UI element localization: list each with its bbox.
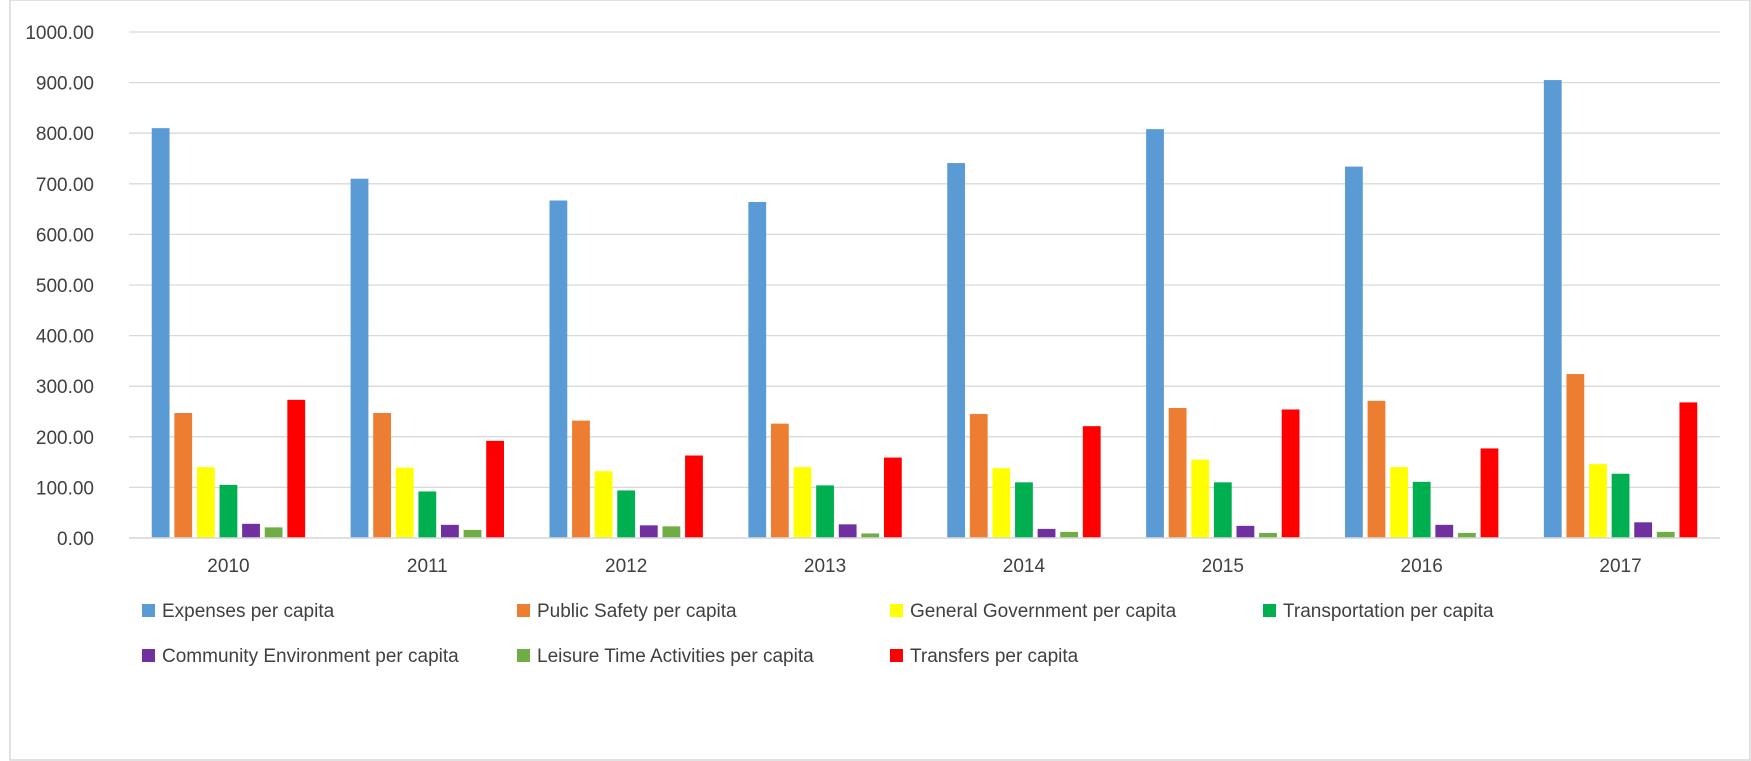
legend-swatch: [890, 649, 903, 662]
legend: Expenses per capita Public Safety per cap…: [142, 601, 1494, 667]
y-tick-label: 1000.00: [25, 23, 94, 44]
bar: [1412, 481, 1431, 538]
x-tick-label: 2012: [605, 556, 647, 577]
x-tick-label: 2010: [207, 556, 249, 577]
legend-swatch: [1263, 604, 1276, 617]
bar: [196, 467, 215, 538]
bar: [639, 525, 658, 538]
bar: [662, 526, 681, 538]
bar: [1543, 80, 1562, 538]
bar: [1390, 467, 1408, 538]
legend-label: Expenses per capita: [162, 601, 335, 622]
bar: [1213, 482, 1232, 538]
bar: [1037, 528, 1056, 538]
bar: [1191, 459, 1210, 538]
y-tick-label: 400.00: [36, 327, 94, 348]
legend-swatch: [142, 649, 155, 662]
bar: [838, 524, 857, 538]
bar: [1015, 482, 1033, 538]
bar: [572, 420, 590, 538]
y-tick-label: 100.00: [36, 478, 94, 499]
bar: [816, 485, 834, 538]
legend-label: Leisure Time Activities per capita: [537, 646, 814, 667]
bar: [1480, 448, 1499, 538]
y-tick-label: 500.00: [36, 276, 94, 297]
y-tick-label: 900.00: [36, 74, 94, 95]
bar: [219, 484, 238, 538]
bar: [1236, 525, 1255, 538]
bar: [594, 471, 613, 538]
legend-swatch: [517, 604, 530, 617]
bar: [463, 529, 482, 538]
y-axis: 0.00 100.00 200.00 300.00 400.00 500.00 600.00…: [25, 23, 94, 550]
x-tick-label: 2014: [1003, 556, 1046, 577]
bar: [748, 202, 767, 539]
legend-label: Community Environment per capita: [162, 646, 459, 667]
bar: [418, 491, 437, 538]
bar: [793, 467, 812, 538]
bar: [174, 413, 193, 538]
bar: [1566, 374, 1585, 538]
bar: [1146, 129, 1164, 539]
bar: [1634, 522, 1653, 538]
y-tick-label: 300.00: [36, 377, 94, 398]
bar: [373, 413, 392, 538]
y-tick-label: 700.00: [36, 175, 94, 196]
bar: [441, 524, 459, 538]
bars: [151, 80, 1698, 539]
bar: [969, 414, 988, 538]
bar: [1656, 531, 1675, 538]
bar: [947, 163, 966, 538]
bar: [486, 440, 505, 538]
legend-swatch: [890, 604, 903, 617]
x-tick-label: 2017: [1599, 556, 1641, 577]
bar: [1679, 402, 1698, 538]
bar: [287, 399, 306, 538]
bar: [1060, 531, 1079, 538]
bar: [1259, 532, 1277, 538]
legend-label: Transportation per capita: [1283, 601, 1494, 622]
bar: [1611, 473, 1630, 538]
legend-swatch: [517, 649, 530, 662]
bar: [1435, 524, 1454, 538]
x-tick-label: 2016: [1401, 556, 1443, 577]
bar: [861, 533, 880, 538]
bar: [1344, 166, 1363, 538]
bar: [395, 467, 414, 538]
bar: [770, 423, 789, 538]
bar: [992, 468, 1011, 538]
legend-label: General Government per capita: [910, 601, 1177, 622]
bar: [1457, 532, 1476, 538]
bar: [617, 490, 636, 538]
bar: [242, 523, 260, 538]
bar: [685, 455, 703, 538]
bar: [1082, 426, 1101, 538]
bar: [151, 128, 170, 538]
x-axis: 2010 2011 2012 2013 2014 2015 2016 2017: [129, 537, 1720, 577]
bar: [1281, 409, 1300, 538]
y-tick-label: 200.00: [36, 428, 94, 449]
bar: [1589, 464, 1607, 538]
bar: [350, 178, 369, 539]
x-tick-label: 2011: [407, 556, 448, 577]
y-tick-label: 800.00: [36, 124, 94, 145]
bar: [1168, 407, 1187, 538]
bar: [1367, 400, 1386, 538]
bar: [549, 200, 568, 539]
bar: [264, 527, 283, 538]
chart-area-border: [9, 0, 1751, 761]
x-tick-label: 2013: [804, 556, 846, 577]
bar: [883, 457, 902, 538]
legend-swatch: [142, 604, 155, 617]
y-tick-label: 0.00: [57, 529, 94, 550]
x-tick-label: 2015: [1202, 556, 1244, 577]
legend-label: Public Safety per capita: [537, 601, 737, 622]
y-tick-label: 600.00: [36, 225, 94, 246]
legend-label: Transfers per capita: [910, 646, 1079, 667]
